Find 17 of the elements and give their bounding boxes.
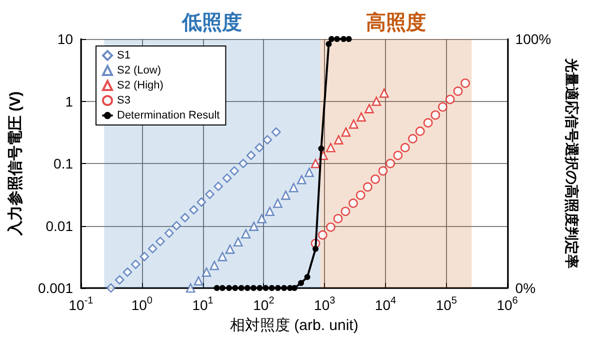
- y-tick-label: 0.001: [38, 280, 74, 296]
- legend-label: S2 (High): [117, 80, 164, 92]
- band-label: 低照度: [181, 11, 242, 34]
- y2-axis-title: 光量適応信号選択の高照度判定率: [564, 58, 580, 268]
- x-axis-title: 相対照度 (arb. unit): [230, 317, 358, 334]
- y-axis-title: 入力参照信号電圧 (V): [7, 91, 24, 237]
- y2-tick-label: 100%: [515, 31, 552, 47]
- legend-label: S3: [117, 94, 130, 106]
- y-tick-label: 0.01: [46, 218, 74, 234]
- y2-tick-label: 0%: [515, 280, 536, 296]
- legend-label: Determination Result: [117, 110, 220, 122]
- y-tick-label: 1: [65, 93, 74, 110]
- legend-label: S2 (Low): [117, 64, 162, 76]
- legend-label: S1: [117, 50, 130, 62]
- y-tick-label: 10: [57, 31, 74, 47]
- band-label: 高照度: [366, 11, 426, 34]
- y-tick-label: 0.1: [54, 156, 74, 172]
